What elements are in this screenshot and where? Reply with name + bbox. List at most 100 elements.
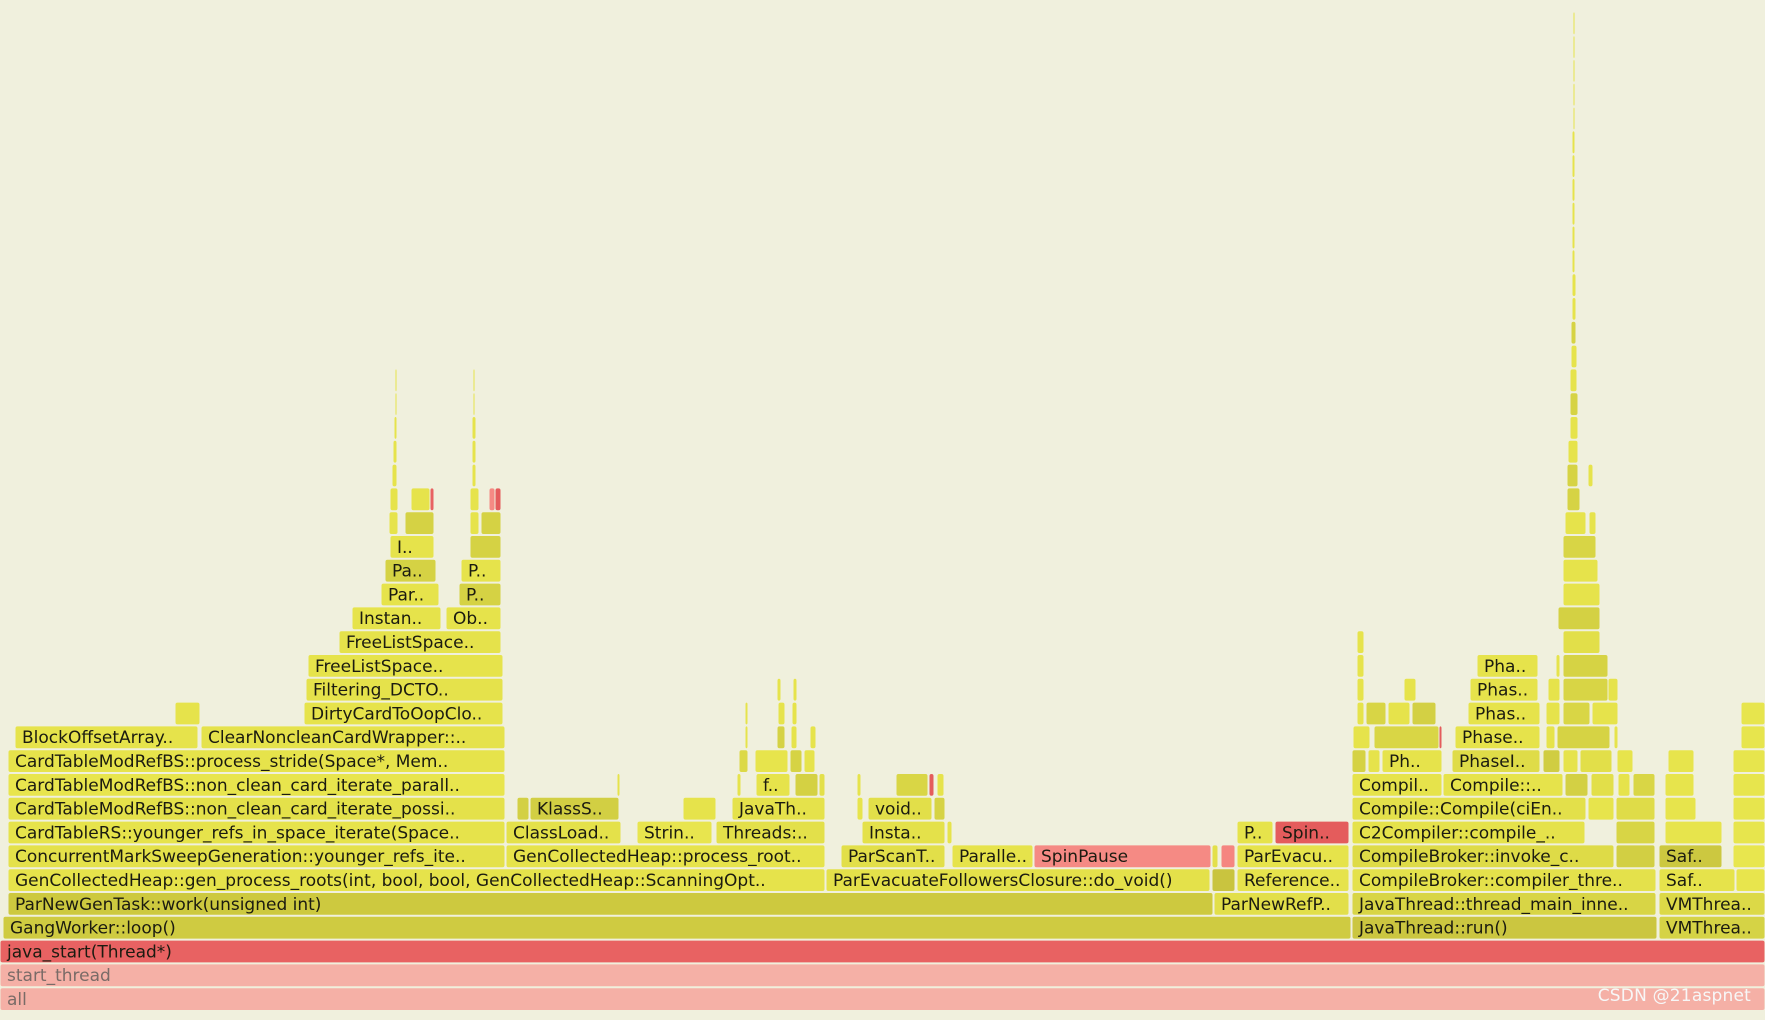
flame-frame[interactable] <box>392 464 397 487</box>
flame-frame[interactable]: DirtyCardToOopClo..DirtyCardToOopClo.. <box>304 702 503 725</box>
flame-frame-rect[interactable] <box>1571 321 1576 344</box>
flame-frame-rect[interactable] <box>1546 702 1560 725</box>
flame-frame[interactable] <box>1357 655 1364 677</box>
flame-frame[interactable] <box>1546 726 1555 749</box>
flame-frame-rect[interactable] <box>472 464 476 487</box>
flame-frame-rect[interactable] <box>1665 821 1722 844</box>
flame-frame[interactable] <box>1741 702 1765 725</box>
flame-frame[interactable] <box>617 774 620 796</box>
flame-frame[interactable] <box>1353 726 1370 749</box>
flame-frame-rect[interactable] <box>1592 702 1618 725</box>
flame-frame[interactable] <box>1563 702 1590 725</box>
flame-frame[interactable] <box>1548 678 1560 701</box>
flame-frame-rect[interactable] <box>394 417 397 439</box>
flame-frame[interactable] <box>489 488 495 511</box>
flame-frame[interactable]: Pa..Pa.. <box>385 559 436 582</box>
flame-frame-rect[interactable] <box>1588 464 1593 487</box>
flame-frame[interactable] <box>1374 726 1439 749</box>
flame-frame[interactable]: Phase..Phase.. <box>1455 726 1540 749</box>
flame-frame-rect[interactable] <box>1388 702 1410 725</box>
flame-frame[interactable] <box>857 797 863 820</box>
flame-frame[interactable] <box>819 774 825 796</box>
flame-frame-rect[interactable] <box>1352 821 1585 844</box>
flame-frame[interactable] <box>1570 393 1578 415</box>
flame-frame-rect[interactable] <box>1543 750 1560 772</box>
flame-frame[interactable] <box>745 702 748 725</box>
flame-frame[interactable]: Compile::Compile(ciEn..Compile::Compile(… <box>1352 797 1586 820</box>
flame-frame[interactable] <box>1572 274 1576 296</box>
flame-frame-rect[interactable] <box>1352 916 1657 939</box>
flame-frame[interactable] <box>1665 821 1722 844</box>
flame-frame-rect[interactable] <box>947 821 952 844</box>
flame-frame-rect[interactable] <box>952 845 1033 868</box>
flame-frame[interactable] <box>795 774 818 796</box>
flame-frame-rect[interactable] <box>1572 131 1575 154</box>
flame-frame[interactable]: start_threadstart_thread <box>0 964 1765 987</box>
flame-frame-rect[interactable] <box>790 750 802 772</box>
flame-frame-rect[interactable] <box>1659 845 1722 868</box>
flame-frame-rect[interactable] <box>1572 202 1575 225</box>
flame-frame-rect[interactable] <box>1618 774 1630 796</box>
flame-frame[interactable]: CardTableModRefBS::process_stride(Space*… <box>8 750 505 772</box>
flame-frame[interactable] <box>810 726 816 749</box>
flame-frame[interactable] <box>390 488 398 511</box>
flame-frame[interactable] <box>1668 750 1694 772</box>
flame-frame[interactable] <box>1572 155 1575 177</box>
flame-frame[interactable] <box>393 440 397 463</box>
flame-frame-rect[interactable] <box>1572 298 1576 320</box>
flame-frame[interactable] <box>1568 440 1578 463</box>
flame-frame[interactable] <box>1573 83 1575 106</box>
flame-frame-rect[interactable] <box>795 774 818 796</box>
flame-frame-rect[interactable] <box>1616 797 1655 820</box>
flame-frame[interactable]: Instan..Instan.. <box>352 607 441 630</box>
flame-frame-rect[interactable] <box>1352 750 1366 772</box>
flame-frame[interactable]: void..void.. <box>868 797 932 820</box>
flame-frame-rect[interactable] <box>1470 678 1538 701</box>
flame-frame-rect[interactable] <box>411 488 430 511</box>
flame-frame[interactable] <box>1567 464 1578 487</box>
flame-frame-rect[interactable] <box>1565 512 1586 534</box>
flame-frame[interactable] <box>1733 845 1765 868</box>
flame-frame[interactable] <box>1733 774 1765 796</box>
flame-frame[interactable] <box>470 536 501 558</box>
flame-frame-rect[interactable] <box>1352 845 1614 868</box>
flame-frame[interactable] <box>937 774 944 796</box>
flame-frame[interactable]: ClassLoad..ClassLoad.. <box>506 821 621 844</box>
flame-frame-rect[interactable] <box>683 797 716 820</box>
flame-frame-rect[interactable] <box>1665 774 1694 796</box>
flame-frame[interactable] <box>1570 417 1578 439</box>
flame-frame[interactable] <box>1633 774 1655 796</box>
flame-frame[interactable]: Ph..Ph.. <box>1382 750 1442 772</box>
flame-frame[interactable] <box>473 369 475 392</box>
flame-frame[interactable] <box>1580 750 1612 772</box>
flame-frame[interactable]: Saf..Saf.. <box>1659 845 1722 868</box>
flame-frame-rect[interactable] <box>1665 797 1696 820</box>
flame-frame[interactable] <box>1563 559 1598 582</box>
flame-frame-rect[interactable] <box>15 726 198 749</box>
flame-frame-rect[interactable] <box>777 678 781 701</box>
flame-frame-rect[interactable] <box>1455 726 1540 749</box>
flame-frame-rect[interactable] <box>934 797 945 820</box>
flame-frame-rect[interactable] <box>793 678 797 701</box>
flame-frame[interactable] <box>389 512 398 534</box>
flame-frame-rect[interactable] <box>8 869 825 891</box>
flame-frame-rect[interactable] <box>0 964 1765 987</box>
flame-frame-rect[interactable] <box>1572 179 1575 201</box>
flame-frame-rect[interactable] <box>1352 797 1586 820</box>
flame-frame-rect[interactable] <box>1573 12 1575 35</box>
flame-frame[interactable] <box>430 488 434 511</box>
flame-frame-rect[interactable] <box>826 869 1210 891</box>
flame-frame-rect[interactable] <box>739 750 748 772</box>
flame-frame-rect[interactable] <box>1580 750 1612 772</box>
flame-frame-rect[interactable] <box>1565 774 1588 796</box>
flame-frame-rect[interactable] <box>1563 559 1598 582</box>
flame-frame-rect[interactable] <box>446 607 501 630</box>
flame-frame-rect[interactable] <box>472 440 476 463</box>
flame-frame[interactable] <box>472 464 476 487</box>
flame-frame-rect[interactable] <box>1571 345 1577 368</box>
flame-frame[interactable]: ParNewRefP..ParNewRefP.. <box>1214 893 1349 915</box>
flame-frame-rect[interactable] <box>617 774 620 796</box>
flame-frame[interactable] <box>1563 536 1596 558</box>
flame-frame[interactable] <box>1591 774 1614 796</box>
flame-frame-rect[interactable] <box>1477 655 1538 677</box>
